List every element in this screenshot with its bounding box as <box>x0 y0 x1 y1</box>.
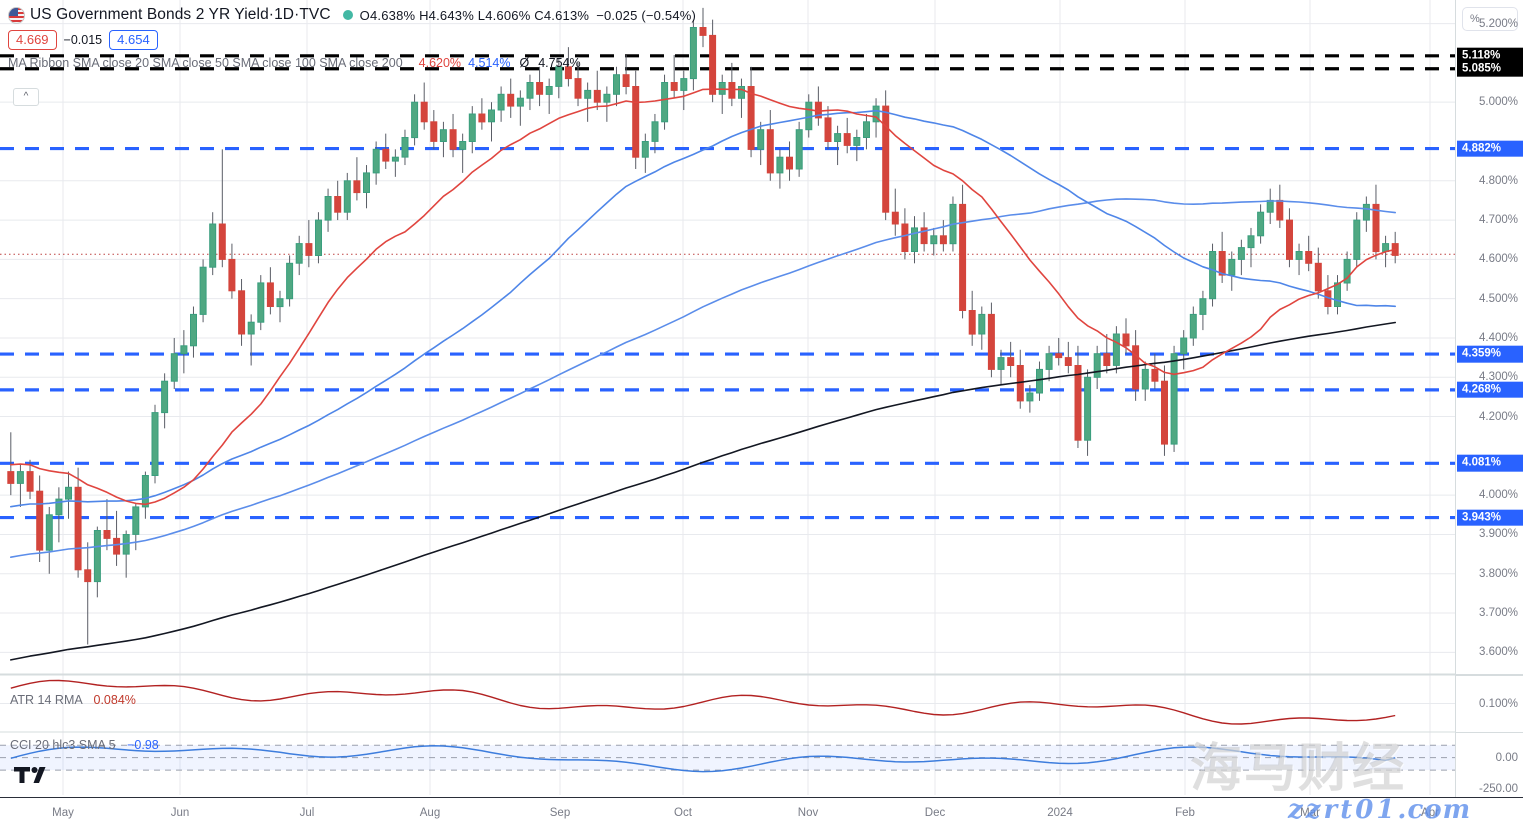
price-tick-label: 4.400% <box>1478 331 1518 344</box>
price-level-tag-blue[interactable]: 4.359% <box>1457 345 1523 363</box>
price-tick-label: 4.300% <box>1478 371 1518 384</box>
price-tick-label: 3.700% <box>1478 607 1518 620</box>
price-level-tag-blue[interactable]: 4.081% <box>1457 454 1523 472</box>
price-level-tag-black[interactable]: 5.118% <box>1457 47 1523 65</box>
time-tick-label: Apr <box>1421 807 1439 819</box>
axis-separator <box>1456 674 1523 675</box>
atr-axis-tick: 0.100% <box>1478 697 1518 710</box>
price-level-tag-blue[interactable]: 3.943% <box>1457 509 1523 526</box>
time-tick-label: Jun <box>170 807 190 819</box>
time-tick-label: Nov <box>797 807 819 819</box>
price-level-tag-black[interactable]: 5.085% <box>1457 60 1523 78</box>
time-tick-label: May <box>52 807 74 819</box>
collapse-pane-button[interactable]: ^ <box>13 88 39 106</box>
time-tick-label: Feb <box>1175 807 1195 819</box>
cci-axis-tick: -250.00 <box>1478 782 1518 795</box>
price-tick-label: 3.600% <box>1478 646 1518 659</box>
chart-canvas <box>0 0 1455 795</box>
price-tick-label: 4.800% <box>1478 174 1518 187</box>
price-tick-label: 4.700% <box>1478 214 1518 227</box>
price-tick-label: 3.900% <box>1478 528 1518 541</box>
time-tick-label: 2024 <box>1047 807 1073 819</box>
price-axis[interactable]: % 5.200% 5.000% 4.800% 4.700% 4.600% 4.500% 4.… <box>1455 0 1523 797</box>
price-scale-unit-button[interactable]: % <box>1462 7 1518 31</box>
price-tick-label: 4.500% <box>1478 292 1518 305</box>
price-tick-label: 3.800% <box>1478 567 1518 580</box>
price-tick-label: 4.600% <box>1478 253 1518 266</box>
time-tick-label: Jul <box>299 807 315 819</box>
tradingview-logo[interactable] <box>14 765 52 785</box>
time-tick-label: Oct <box>674 807 692 819</box>
price-tick-label: 5.200% <box>1478 17 1518 30</box>
time-axis[interactable]: May Jun Jul Aug Sep Oct Nov Dec 2024 Feb Mar Apr <box>0 797 1523 833</box>
price-level-tag-blue[interactable]: 4.268% <box>1457 381 1523 399</box>
time-tick-label: Aug <box>419 807 441 819</box>
cci-axis-tick: 0.00 <box>1495 751 1518 764</box>
price-tick-label: 4.200% <box>1478 410 1518 423</box>
price-tick-label: 4.000% <box>1478 489 1518 502</box>
chart-plot-area[interactable] <box>0 0 1455 797</box>
chevron-up-icon: ^ <box>23 91 29 102</box>
time-tick-label: Sep <box>549 807 571 819</box>
axis-separator <box>1456 675 1523 676</box>
price-tick-label: 5.000% <box>1478 96 1518 109</box>
axis-separator <box>1456 732 1523 733</box>
time-tick-label: Dec <box>924 807 946 819</box>
percent-icon: % <box>1470 13 1480 25</box>
price-level-tag-blue[interactable]: 4.882% <box>1457 140 1523 157</box>
time-tick-label: Mar <box>1300 807 1320 819</box>
